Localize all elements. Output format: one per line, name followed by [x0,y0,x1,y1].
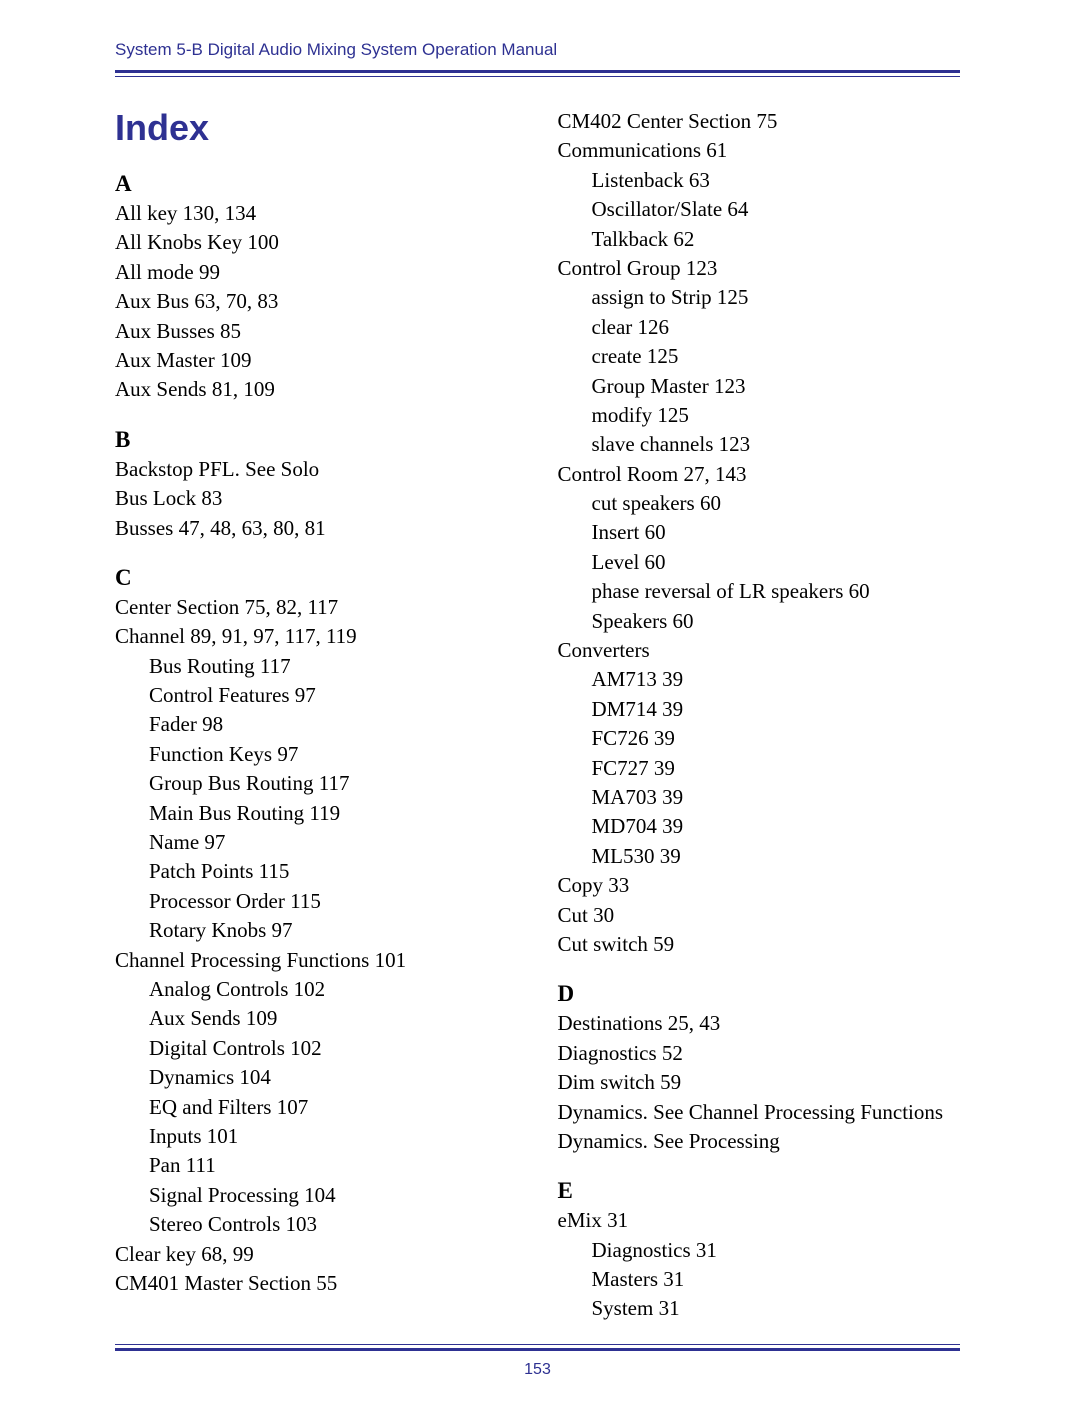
index-letter: A [115,171,518,197]
index-entry: Fader 98 [149,710,518,739]
index-entry: Copy 33 [558,871,961,900]
running-header: System 5-B Digital Audio Mixing System O… [115,40,960,60]
index-entry: FC727 39 [592,754,961,783]
header-rule [115,70,960,77]
index-entry: Diagnostics 31 [592,1236,961,1265]
index-entry: Aux Master 109 [115,346,518,375]
page: System 5-B Digital Audio Mixing System O… [0,0,1080,1409]
index-entry: Cut switch 59 [558,930,961,959]
index-entry: Main Bus Routing 119 [149,799,518,828]
index-entry: Cut 30 [558,901,961,930]
index-entry: Group Bus Routing 117 [149,769,518,798]
index-entry: cut speakers 60 [592,489,961,518]
index-entry: MD704 39 [592,812,961,841]
index-entry: Converters [558,636,961,665]
index-entry: Control Features 97 [149,681,518,710]
index-entry: Bus Routing 117 [149,652,518,681]
index-entry: Clear key 68, 99 [115,1240,518,1269]
index-entry: System 31 [592,1294,961,1323]
footer-rule [115,1344,960,1351]
index-entry: Analog Controls 102 [149,975,518,1004]
index-entry: Control Room 27, 143 [558,460,961,489]
index-entry: Busses 47, 48, 63, 80, 81 [115,514,518,543]
index-columns: Index AAll key 130, 134All Knobs Key 100… [115,107,960,1324]
index-entry: Processor Order 115 [149,887,518,916]
index-entry: Dynamics. See Processing [558,1127,961,1156]
index-entry: Group Master 123 [592,372,961,401]
index-entry: All Knobs Key 100 [115,228,518,257]
index-entry: Inputs 101 [149,1122,518,1151]
page-number: 153 [115,1361,960,1379]
index-entry: assign to Strip 125 [592,283,961,312]
index-entry: Dynamics 104 [149,1063,518,1092]
index-entry: FC726 39 [592,724,961,753]
index-entry: Oscillator/Slate 64 [592,195,961,224]
index-entry: Talkback 62 [592,225,961,254]
index-entry: CM402 Center Section 75 [558,107,961,136]
index-entry: Rotary Knobs 97 [149,916,518,945]
index-entry: Backstop PFL. See Solo [115,455,518,484]
index-entry: Aux Busses 85 [115,317,518,346]
index-entry: eMix 31 [558,1206,961,1235]
index-entry: Digital Controls 102 [149,1034,518,1063]
index-entry: modify 125 [592,401,961,430]
index-entry: Dim switch 59 [558,1068,961,1097]
index-entry: slave channels 123 [592,430,961,459]
index-entry: phase reversal of LR speakers 60 [592,577,961,606]
index-entry: Name 97 [149,828,518,857]
index-entry: DM714 39 [592,695,961,724]
right-column: CM402 Center Section 75Communications 61… [558,107,961,1324]
index-letter: E [558,1178,961,1204]
index-title: Index [115,107,518,149]
index-entry: MA703 39 [592,783,961,812]
index-letter: D [558,981,961,1007]
index-letter: C [115,565,518,591]
index-entry: Aux Sends 81, 109 [115,375,518,404]
index-entry: CM401 Master Section 55 [115,1269,518,1298]
index-entry: AM713 39 [592,665,961,694]
index-entry: ML530 39 [592,842,961,871]
index-entry: Aux Sends 109 [149,1004,518,1033]
index-entry: Aux Bus 63, 70, 83 [115,287,518,316]
index-entry: Destinations 25, 43 [558,1009,961,1038]
index-entry: All key 130, 134 [115,199,518,228]
index-entry: Insert 60 [592,518,961,547]
index-entry: Pan 111 [149,1151,518,1180]
left-column: Index AAll key 130, 134All Knobs Key 100… [115,107,518,1324]
index-entry: Masters 31 [592,1265,961,1294]
index-entry: Channel Processing Functions 101 [115,946,518,975]
index-entry: Patch Points 115 [149,857,518,886]
index-entry: Bus Lock 83 [115,484,518,513]
index-entry: Speakers 60 [592,607,961,636]
index-entry: Channel 89, 91, 97, 117, 119 [115,622,518,651]
index-entry: Function Keys 97 [149,740,518,769]
index-entry: create 125 [592,342,961,371]
index-letter: B [115,427,518,453]
index-entry: Center Section 75, 82, 117 [115,593,518,622]
index-entry: clear 126 [592,313,961,342]
index-entry: Signal Processing 104 [149,1181,518,1210]
index-entry: EQ and Filters 107 [149,1093,518,1122]
index-entry: Communications 61 [558,136,961,165]
index-entry: Control Group 123 [558,254,961,283]
index-entry: Level 60 [592,548,961,577]
index-entry: Diagnostics 52 [558,1039,961,1068]
index-entry: All mode 99 [115,258,518,287]
index-entry: Dynamics. See Channel Processing Functio… [558,1098,961,1127]
index-entry: Stereo Controls 103 [149,1210,518,1239]
index-entry: Listenback 63 [592,166,961,195]
